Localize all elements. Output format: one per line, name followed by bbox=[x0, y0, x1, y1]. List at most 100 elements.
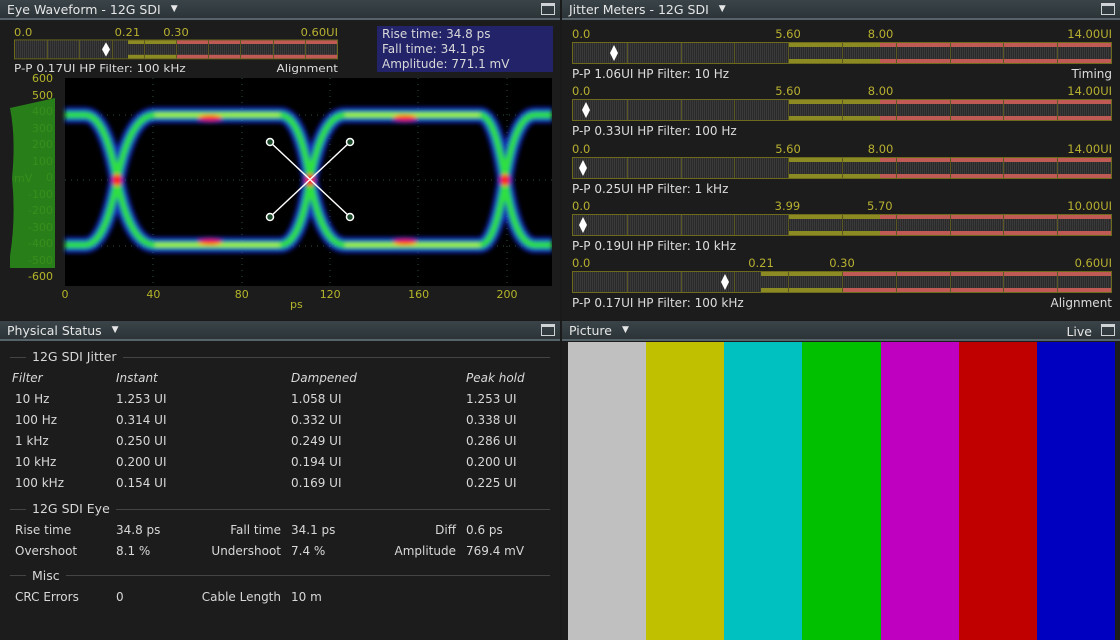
color-bar bbox=[958, 342, 1037, 640]
jitter-meters-header: Jitter Meters - 12G SDI ▼ bbox=[562, 0, 1120, 20]
color-bar bbox=[724, 342, 803, 640]
meter-label: P-P 0.17UI HP Filter: 100 kHz bbox=[14, 62, 186, 75]
scale-label: 14.00UI bbox=[1067, 27, 1112, 41]
meter-tick bbox=[1057, 272, 1059, 293]
amplitude-value: 769.4 mV bbox=[466, 544, 525, 558]
threshold-segment bbox=[761, 272, 842, 277]
live-status: Live bbox=[1066, 324, 1092, 339]
value-marker-icon bbox=[579, 216, 588, 233]
jitter-meter: 0.0 3.99 5.70 10.00UI P-P 0.19UI HP Filter: … bbox=[572, 199, 1112, 256]
meter-tick bbox=[304, 40, 306, 59]
threshold-segment bbox=[761, 288, 842, 293]
meter-tick bbox=[895, 157, 897, 178]
table-cell: 0.286 UI bbox=[466, 434, 517, 448]
alignment-jitter-meter: 0.0 0.21 0.30 0.60UI P-P 0.17UI HP Filter: 1… bbox=[14, 26, 338, 77]
rise-fall-cursors[interactable] bbox=[265, 137, 355, 222]
threshold-segment bbox=[880, 43, 1111, 47]
scale-label: 0.0 bbox=[572, 84, 591, 99]
dropdown-icon[interactable]: ▼ bbox=[718, 4, 726, 14]
threshold-segment bbox=[788, 100, 881, 105]
meter-tick bbox=[1003, 43, 1005, 63]
color-bar bbox=[802, 342, 881, 640]
threshold-segment bbox=[788, 157, 881, 162]
maximize-icon[interactable] bbox=[541, 3, 555, 15]
undershoot-value: 7.4 % bbox=[291, 544, 326, 558]
meter-tick bbox=[680, 100, 682, 121]
meter-tick bbox=[111, 40, 113, 59]
meter-tick bbox=[734, 100, 736, 121]
jitter-meters-panel: Jitter Meters - 12G SDI ▼ 0.0 5.60 8.00 14.0… bbox=[562, 0, 1120, 320]
threshold-segment bbox=[880, 173, 1111, 178]
panel-title: Jitter Meters - 12G SDI bbox=[569, 1, 709, 17]
table-cell: 100 kHz bbox=[15, 476, 64, 490]
threshold-segment bbox=[842, 288, 1111, 293]
table-cell: 100 Hz bbox=[15, 413, 58, 427]
table-cell: 0.200 UI bbox=[116, 455, 167, 469]
maximize-icon[interactable] bbox=[541, 324, 555, 336]
table-cell: 10 kHz bbox=[15, 455, 57, 469]
meter-tick bbox=[895, 43, 897, 63]
scale-label: 10.00UI bbox=[1067, 198, 1112, 213]
meter-tick bbox=[788, 214, 790, 235]
scale-label: 0.0 bbox=[572, 141, 591, 156]
meter-tick bbox=[788, 100, 790, 121]
diff-label: Diff bbox=[435, 523, 456, 537]
meter-label: P-P 0.25UI HP Filter: 1 kHz bbox=[572, 181, 729, 196]
table-cell: 0.338 UI bbox=[466, 413, 517, 427]
physical-status-panel: Physical Status ▼ 12G SDI Jitter Filter In… bbox=[0, 321, 560, 640]
value-marker-icon bbox=[721, 274, 730, 291]
scale-label: 5.70 bbox=[866, 198, 893, 213]
scale-label: 0.30 bbox=[829, 256, 855, 271]
fall-time-label: Fall time bbox=[230, 523, 281, 537]
maximize-icon[interactable] bbox=[1101, 324, 1115, 336]
picture-header: Picture ▼ Live bbox=[562, 321, 1120, 341]
threshold-segment bbox=[879, 214, 1111, 219]
scale-label: 14.00UI bbox=[1067, 84, 1112, 99]
meter-tick bbox=[626, 157, 628, 178]
meter-tick bbox=[788, 157, 790, 178]
meter-tick bbox=[895, 214, 897, 235]
meter-tick bbox=[1057, 157, 1059, 178]
crc-errors-value: 0 bbox=[116, 590, 124, 604]
eye-diagram[interactable] bbox=[10, 78, 552, 286]
eye-info-box: Rise time: 34.8 ps Fall time: 34.1 ps Am… bbox=[377, 26, 553, 72]
meter-bar bbox=[572, 213, 1112, 236]
threshold-segment bbox=[842, 272, 1111, 277]
column-header: Instant bbox=[116, 371, 158, 385]
meter-tick bbox=[1057, 214, 1059, 235]
meter-tick bbox=[680, 272, 682, 293]
meter-tick bbox=[734, 157, 736, 178]
column-header: Peak hold bbox=[466, 371, 525, 385]
color-bar bbox=[646, 342, 725, 640]
maximize-icon[interactable] bbox=[1101, 3, 1115, 15]
meter-tick bbox=[79, 40, 81, 59]
meter-tick bbox=[626, 43, 628, 63]
meter-tick bbox=[842, 272, 843, 293]
cable-length-value: 10 m bbox=[291, 590, 322, 604]
rise-time-value: 34.8 ps bbox=[116, 523, 161, 537]
meter-tick bbox=[949, 43, 951, 63]
dropdown-icon[interactable]: ▼ bbox=[622, 325, 629, 335]
x-tick-label: 120 bbox=[319, 288, 341, 301]
dropdown-icon[interactable]: ▼ bbox=[111, 325, 119, 335]
table-cell: 0.194 UI bbox=[291, 455, 342, 469]
table-cell: 0.225 UI bbox=[466, 476, 517, 490]
color-bar bbox=[568, 342, 647, 640]
overshoot-label: Overshoot bbox=[15, 544, 78, 558]
section-jitter: 12G SDI Jitter bbox=[26, 349, 123, 364]
threshold-segment bbox=[880, 157, 1111, 162]
table-cell: 0.154 UI bbox=[116, 476, 167, 490]
dropdown-icon[interactable]: ▼ bbox=[170, 4, 178, 14]
meter-tick bbox=[788, 43, 790, 63]
y-tick-label: 600 bbox=[32, 72, 53, 85]
scale-label: 8.00 bbox=[867, 84, 894, 99]
meter-tick bbox=[1057, 100, 1059, 121]
meter-scale: 0.0 5.60 8.00 14.00UI bbox=[572, 84, 1112, 98]
meter-tick bbox=[949, 100, 951, 121]
meter-tick bbox=[734, 43, 736, 63]
scale-label: 5.60 bbox=[775, 27, 801, 41]
panel-title: Physical Status bbox=[7, 322, 102, 338]
scale-label: 14.00UI bbox=[1067, 141, 1112, 156]
meter-tick bbox=[626, 272, 628, 293]
scale-label: 0.21 bbox=[748, 256, 774, 271]
